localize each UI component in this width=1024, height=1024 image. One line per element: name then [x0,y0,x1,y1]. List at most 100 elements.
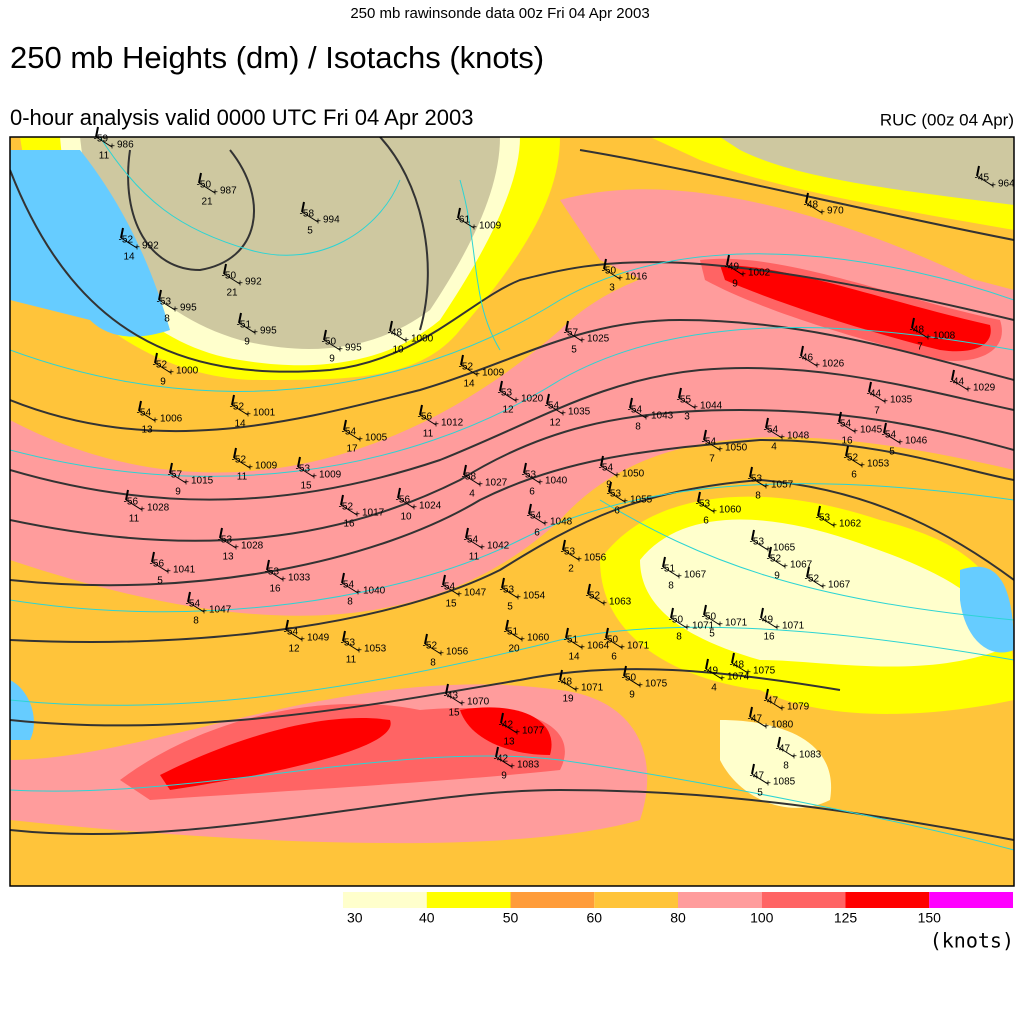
station-marker: + [763,482,769,493]
wind-barb [238,322,256,334]
station-value: 2 [568,564,574,575]
wind-barb [457,217,475,229]
temperature: -54 [137,408,152,419]
wind-barb [457,207,461,219]
station: +-56 1024 10 [396,487,442,523]
jet-band [10,255,1014,616]
temperature: -54 [342,427,357,438]
station-value: 9 [732,279,738,290]
wind-barb [768,556,786,568]
temperature: -54 [340,580,355,591]
wind-barb [297,456,301,468]
station-marker: + [152,416,158,427]
station: +-52 1001 14 [230,394,276,430]
wind-barb [343,419,347,431]
station-marker: + [765,779,771,790]
station-value: 11 [99,151,110,162]
height: 1025 [587,334,610,345]
station: +-53 1028 13 [218,527,264,563]
station-marker: + [579,643,585,654]
station-value: 9 [629,690,635,701]
temperature: -49 [704,666,719,677]
wind-barb [951,369,955,381]
temperature: -52 [230,402,245,413]
temperature: -52 [153,360,168,371]
wind-barb [760,617,778,629]
station-marker: + [779,433,785,444]
height: 1057 [771,480,794,491]
height: 1028 [241,541,264,552]
wind-barb [463,474,481,486]
station: +-51 1064 14 [564,627,610,663]
wind-barb [231,404,249,416]
station-marker: + [357,435,363,446]
station-marker: + [965,385,971,396]
station: +-53 1060 6 [696,491,742,527]
temperature: -53 [561,547,576,558]
wind-barb [703,604,707,616]
station-value: 11 [346,655,357,666]
wind-barb [600,455,604,467]
wind-barb [817,515,835,527]
wind-barb [219,537,237,549]
wind-barb [868,391,886,403]
temperature: -56 [150,559,165,570]
station: +-53 995 8 [157,289,197,325]
station-marker: + [433,420,439,431]
station-value: 5 [709,629,715,640]
temperature: -47 [764,696,779,707]
wind-barb [495,756,513,768]
station: +-59 986 11 [94,126,134,162]
temperature: -54 [545,401,560,412]
station-value: 7 [709,454,715,465]
wind-barb [565,637,583,649]
wind-barb [151,561,169,573]
wind-barb [546,403,564,415]
station-marker: + [515,593,521,604]
height: 1071 [725,618,748,629]
wind-barb [187,601,205,613]
station-value: 21 [201,197,213,208]
legend-label: 80 [670,910,686,926]
station-value: 5 [889,447,895,458]
height: 1028 [147,503,170,514]
wind-barb [169,462,173,474]
station-value: 11 [423,429,434,440]
wind-barb [600,465,618,477]
height: 964 [998,179,1015,190]
station-value: 9 [160,377,166,388]
station-marker: + [820,582,826,593]
wind-barb [662,566,680,578]
wind-barb [266,559,270,571]
height: 1042 [487,541,510,552]
temperature: -54 [464,535,479,546]
wind-barb [670,617,688,629]
temperature: -50 [622,673,637,684]
wind-barb [623,675,641,687]
wind-barb [751,773,769,785]
slow-wind [640,519,1000,667]
legend-swatch [426,892,511,908]
station-value: 21 [226,288,238,299]
wind-barb [662,556,666,568]
wind-barb [125,499,143,511]
wind-barb [266,569,284,581]
temperature: -53 [296,464,311,475]
station: +-52 1053 6 [844,445,890,481]
station: +-56 1041 5 [150,551,196,587]
subtitle: 0-hour analysis valid 0000 UTC Fri 04 Ap… [10,105,473,130]
wind-barb [800,355,818,367]
wind-barb [219,527,223,539]
station-value: 14 [123,252,135,263]
temperature: -56 [418,412,433,423]
station-value: 14 [463,379,475,390]
station-marker: + [212,188,218,199]
height: 1029 [973,383,996,394]
wind-barb [340,494,344,506]
height: 1012 [441,418,464,429]
temperature: -50 [322,337,337,348]
station-value: 5 [757,788,763,799]
station-marker: + [356,646,362,657]
station-marker: + [859,461,865,472]
height: 1049 [307,633,330,644]
